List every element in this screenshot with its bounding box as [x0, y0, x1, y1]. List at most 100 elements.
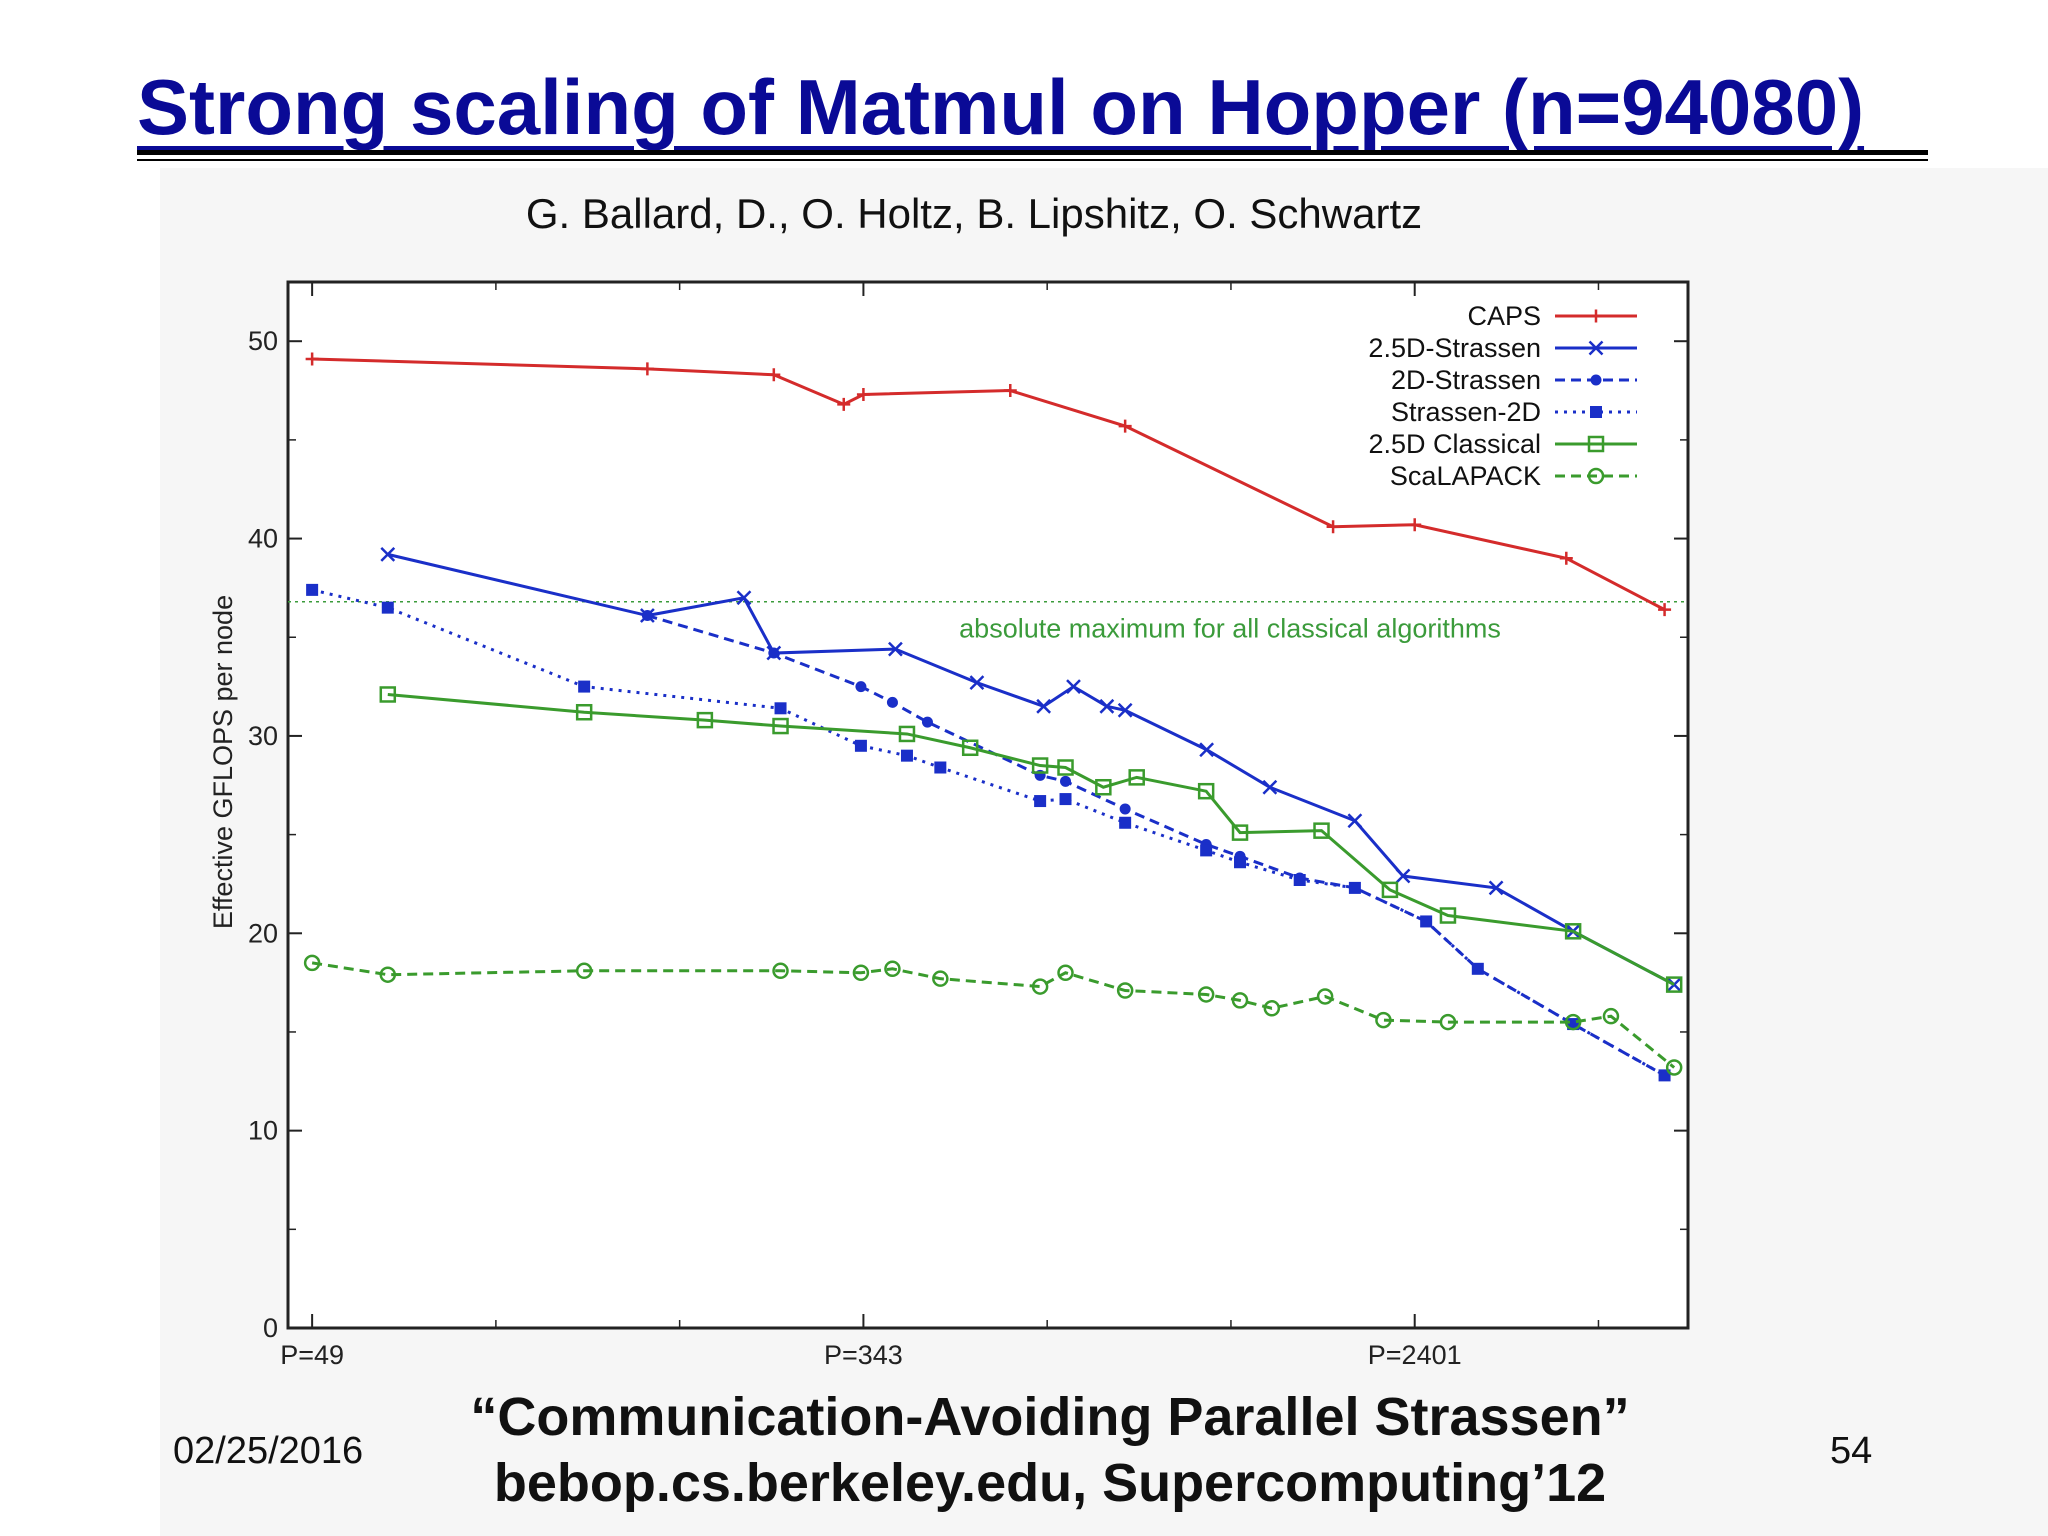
series-strassen-2d [306, 583, 1671, 1082]
data-point [1234, 856, 1247, 869]
data-point [888, 641, 903, 657]
data-point [1057, 964, 1074, 982]
data-point [1588, 340, 1604, 356]
data-point [1375, 1011, 1392, 1029]
footer-date: 02/25/2016 [173, 1430, 364, 1472]
citation-source: bebop.cs.berkeley.edu, Supercomputing’12 [493, 1453, 1607, 1513]
data-point [1060, 775, 1072, 787]
scaling-chart: 0 10 20 30 40 50 P=49 P=343 P=2401 absolute maxi… [208, 280, 1690, 1370]
series-line [646, 614, 1666, 1077]
data-point [696, 711, 714, 729]
data-point [1665, 1059, 1683, 1076]
data-point [969, 675, 985, 691]
data-point [1590, 374, 1602, 386]
legend-label: ScaLAPACK [1390, 461, 1541, 491]
legend-label: 2D-Strassen [1391, 365, 1541, 395]
data-point [1395, 868, 1411, 884]
data-point [1559, 551, 1573, 565]
data-point [1666, 977, 1682, 992]
series-caps [305, 352, 1672, 617]
data-point [1036, 698, 1052, 714]
data-point [1348, 881, 1361, 894]
y-tick-label: 10 [248, 1116, 278, 1146]
data-point [1564, 923, 1582, 940]
plot-frame [286, 280, 1690, 1330]
authors-text: G. Ballard, D., O. Holtz, B. Lipshitz, O… [525, 190, 1423, 237]
reference-line-label: absolute maximum for all classical algor… [959, 614, 1501, 644]
data-point [381, 601, 394, 614]
authors-line: G. Ballard, D., O. Holtz, B. Lipshitz, O… [0, 190, 2048, 238]
data-point [1119, 803, 1131, 815]
data-point [1197, 986, 1215, 1003]
data-point [379, 686, 397, 703]
data-point [772, 962, 789, 980]
data-point [1488, 880, 1504, 896]
data-point [305, 352, 319, 366]
plot-frame-group: 0 10 20 30 40 50 P=49 P=343 P=2401 [248, 280, 1690, 1370]
data-point [1031, 757, 1049, 774]
data-point [1439, 1013, 1457, 1031]
series-line [311, 961, 1676, 1069]
data-point [1590, 406, 1602, 418]
data-point [1003, 384, 1017, 398]
data-point [1658, 603, 1672, 617]
data-point [1197, 782, 1215, 800]
data-point [306, 583, 319, 596]
y-tick-label: 0 [263, 1313, 278, 1343]
series-line [311, 588, 1666, 1077]
series-line [387, 692, 1675, 986]
data-point [1420, 915, 1433, 928]
series-2-5d-classical [379, 686, 1683, 993]
data-point [774, 702, 787, 715]
data-point [898, 725, 916, 743]
data-point [1602, 1007, 1620, 1025]
legend-label: 2.5D-Strassen [1368, 333, 1541, 363]
legend-label: CAPS [1467, 301, 1541, 331]
x-tick-label: P=49 [280, 1340, 344, 1370]
series-2-5d-strassen [380, 546, 1682, 992]
data-point [884, 960, 901, 978]
slide-title: Strong scaling of Matmul on Hopper (n=94… [137, 63, 1865, 151]
series-group [303, 352, 1683, 1082]
data-point [1034, 795, 1047, 808]
data-point [1408, 518, 1422, 532]
data-point [575, 962, 593, 980]
data-point [1587, 467, 1605, 485]
y-tick-label: 30 [248, 721, 278, 751]
data-point [854, 739, 867, 752]
y-tick-label: 40 [248, 524, 278, 554]
data-point [855, 681, 867, 693]
data-point [1589, 309, 1603, 323]
data-point [1118, 419, 1132, 433]
data-point [1262, 779, 1278, 795]
legend-label: 2.5D Classical [1368, 429, 1541, 459]
data-point [1347, 813, 1363, 829]
data-point [856, 387, 870, 401]
data-point [1567, 1018, 1580, 1031]
data-point [837, 397, 851, 411]
data-point [1119, 816, 1132, 829]
data-point [772, 717, 789, 735]
data-point [1587, 435, 1605, 453]
data-point [1313, 822, 1330, 839]
legend: CAPS2.5D-Strassen2D-StrassenStrassen-2D2… [1368, 301, 1637, 491]
data-point [1326, 520, 1340, 534]
data-point [1293, 873, 1306, 886]
data-point [1564, 1013, 1582, 1031]
data-point [932, 970, 949, 987]
data-point [900, 749, 913, 762]
y-tick-label: 50 [248, 326, 278, 356]
x-tick-label: P=343 [824, 1340, 903, 1370]
reference-line-group: absolute maximum for all classical algor… [288, 600, 1688, 644]
data-point [1316, 988, 1334, 1005]
data-point [1116, 982, 1134, 999]
data-point [1231, 992, 1249, 1009]
data-point [921, 716, 933, 728]
data-point [1117, 702, 1133, 718]
data-point [736, 590, 752, 606]
y-tick-label: 20 [248, 918, 278, 948]
data-point [380, 546, 396, 562]
data-point [767, 368, 781, 382]
data-point [1057, 759, 1074, 776]
data-point [886, 696, 898, 708]
